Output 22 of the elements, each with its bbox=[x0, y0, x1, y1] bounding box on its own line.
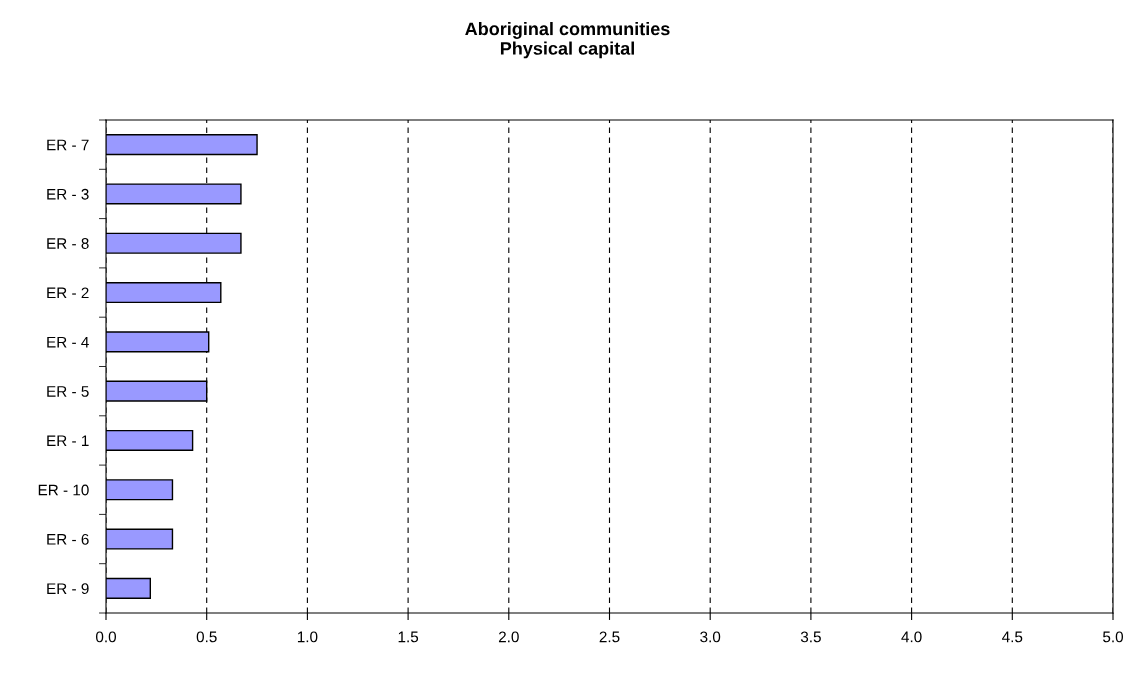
x-tick-label: 3.5 bbox=[800, 631, 821, 643]
x-tick-label: 0.0 bbox=[95, 631, 117, 643]
y-tick-label: ER - 4 bbox=[47, 336, 89, 348]
y-tick-label: ER - 8 bbox=[47, 238, 89, 249]
x-tick-label: 1.0 bbox=[297, 631, 318, 643]
y-tick-label: ER - 7 bbox=[47, 139, 89, 151]
y-tick-label: ER - 6 bbox=[47, 533, 89, 545]
y-tick-label: ER - 9 bbox=[47, 583, 89, 595]
y-tick-label: ER - 2 bbox=[47, 287, 89, 299]
x-tick-label: 2.5 bbox=[599, 631, 620, 643]
x-tick-label: 3.0 bbox=[700, 631, 721, 643]
x-tick-label: 2.0 bbox=[498, 631, 519, 643]
y-tick-label: ER - 3 bbox=[47, 188, 89, 200]
x-tick-label: 0.5 bbox=[196, 631, 217, 643]
x-tick-label: 4.5 bbox=[1002, 631, 1023, 643]
y-tick-label: ER - 10 bbox=[38, 484, 89, 496]
x-tick-label: 1.5 bbox=[398, 631, 419, 643]
y-tick-label: ER - 5 bbox=[47, 386, 89, 397]
x-tick-label: 4.0 bbox=[901, 631, 922, 643]
x-tick-label: 5.0 bbox=[1102, 631, 1124, 643]
y-tick-label: ER - 1 bbox=[47, 435, 89, 446]
chart-title: Aboriginal communities Physical capital bbox=[465, 22, 670, 59]
